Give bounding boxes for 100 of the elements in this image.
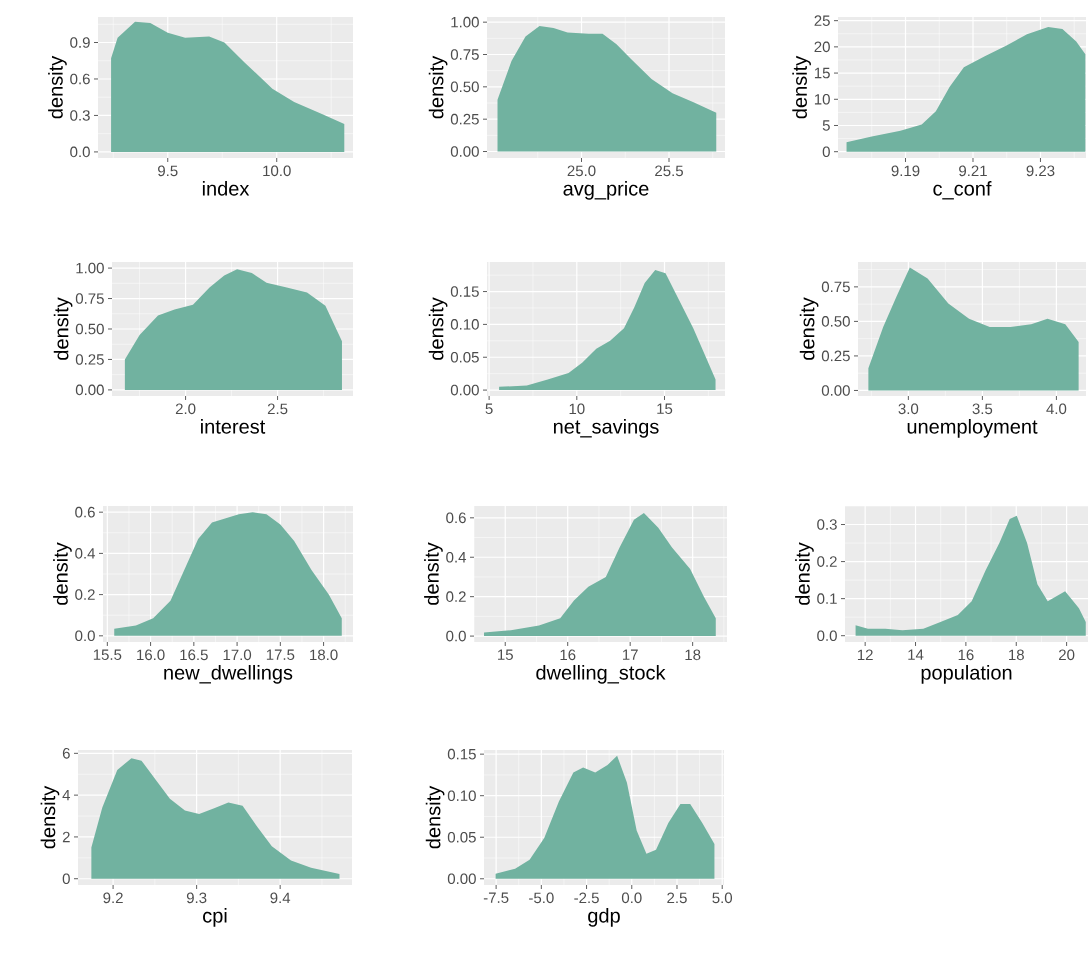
y-axis-title: density	[799, 297, 819, 360]
x-tick-label: 18	[1009, 649, 1024, 661]
x-tick-label: 9.21	[959, 165, 987, 177]
x-tick-label: 17.5	[266, 649, 295, 660]
x-tick-label: 5.0	[712, 892, 733, 904]
x-tick-label: 16.0	[137, 649, 165, 661]
x-tick-label: -7.5	[483, 892, 509, 903]
x-tick-label: 12	[857, 649, 873, 660]
x-axis-title: c_conf	[933, 181, 992, 200]
y-axis-title: density	[424, 542, 443, 605]
x-tick-label: -5.0	[529, 892, 554, 904]
x-tick-label: -2.5	[574, 892, 599, 904]
x-tick-label: 14	[908, 649, 924, 660]
y-tick-label: 0.6	[75, 506, 95, 518]
y-tick-label: 0.75	[450, 49, 479, 60]
x-axis-title: index	[202, 181, 250, 196]
x-tick-label: 5	[485, 403, 493, 414]
x-tick-label: 4.0	[1046, 403, 1067, 415]
y-tick-label: 5	[822, 120, 830, 131]
x-tick-label: 18.0	[310, 649, 338, 661]
x-tick-label: 9.5	[158, 165, 178, 177]
y-tick-label: 0.00	[447, 873, 476, 885]
x-tick-label: 2.5	[667, 892, 687, 904]
y-axis-title: density	[428, 55, 448, 119]
y-tick-label: 0.0	[75, 630, 95, 642]
y-tick-label: 1.00	[451, 16, 479, 28]
y-tick-label: 0.00	[450, 384, 479, 396]
y-tick-label: 0.0	[70, 146, 90, 158]
x-tick-label: 25.5	[655, 165, 683, 177]
y-tick-label: 0.50	[75, 323, 104, 335]
y-tick-label: 0.4	[75, 548, 96, 559]
y-tick-label: 0.6	[446, 512, 466, 524]
y-tick-label: 0.00	[75, 384, 104, 396]
y-tick-label: 0.75	[75, 293, 104, 304]
y-tick-label: 0.50	[450, 81, 479, 93]
y-tick-label: 4	[62, 789, 71, 801]
y-tick-label: 20	[814, 41, 830, 53]
y-axis-title: density	[40, 785, 60, 849]
y-axis-title: density	[48, 55, 67, 119]
y-tick-label: 0.25	[450, 113, 479, 125]
y-tick-label: 0.05	[450, 351, 479, 363]
x-tick-label: 9.2	[103, 892, 123, 904]
x-tick-label: 9.23	[1026, 165, 1055, 177]
x-tick-label: 16	[958, 649, 974, 661]
x-tick-label: 9.4	[270, 892, 291, 904]
y-tick-label: 0.15	[450, 286, 479, 297]
x-tick-label: 16.5	[180, 649, 208, 661]
y-tick-label: 0.9	[70, 37, 90, 48]
x-axis-title: dwelling_stock	[536, 665, 666, 684]
x-tick-label: 17	[622, 649, 638, 660]
x-axis-title: new_dwellings	[164, 665, 293, 684]
y-tick-label: 10	[814, 93, 830, 105]
y-tick-label: 0.2	[446, 591, 466, 602]
x-tick-label: 3.0	[898, 403, 919, 415]
y-tick-label: 0.25	[821, 350, 850, 362]
x-tick-label: 9.19	[891, 165, 920, 177]
y-tick-label: 0	[62, 873, 70, 885]
x-axis-title: population	[921, 665, 1012, 684]
y-axis-title: density	[795, 542, 814, 605]
y-tick-label: 0.00	[450, 146, 479, 157]
x-tick-label: 15.5	[93, 649, 122, 660]
x-axis-title: cpi	[203, 908, 227, 927]
x-tick-label: 20	[1059, 649, 1075, 661]
x-tick-label: 2.5	[267, 403, 288, 415]
x-tick-label: 25.0	[567, 165, 596, 177]
x-tick-label: 16	[560, 649, 576, 661]
y-axis-title: density	[53, 297, 73, 360]
x-axis-title: gdp	[588, 908, 620, 927]
x-axis-title: avg_price	[563, 181, 649, 200]
x-tick-label: 10	[569, 403, 585, 415]
x-tick-label: 15	[498, 649, 513, 660]
y-tick-label: 0.3	[817, 519, 837, 530]
y-axis-title: density	[425, 785, 445, 849]
y-axis-title: density	[53, 542, 72, 605]
x-axis-title: interest	[201, 419, 266, 434]
y-axis-title: density	[792, 55, 811, 119]
y-tick-label: 0.10	[447, 790, 476, 801]
y-tick-label: 0.3	[70, 110, 90, 121]
y-tick-label: 15	[814, 67, 830, 79]
y-tick-label: 1.00	[76, 262, 104, 274]
x-axis-title: unemployment	[907, 419, 1038, 438]
y-tick-label: 0.2	[817, 556, 837, 567]
y-tick-label: 0.6	[70, 73, 90, 85]
y-tick-label: 0.10	[450, 319, 479, 330]
x-tick-label: 10.0	[263, 165, 291, 177]
y-tick-label: 0.25	[75, 354, 104, 365]
x-tick-label: 9.3	[186, 892, 207, 904]
x-tick-label: 17.0	[223, 649, 252, 661]
y-tick-label: 0	[822, 146, 830, 157]
y-tick-label: 0.1	[817, 593, 837, 604]
y-tick-label: 2	[62, 831, 70, 843]
y-tick-label: 0.2	[75, 589, 95, 600]
y-tick-label: 0.15	[447, 748, 476, 760]
y-axis-title: density	[428, 297, 448, 360]
y-tick-label: 0.0	[446, 630, 466, 642]
x-tick-label: 15	[657, 403, 673, 414]
y-tick-label: 0.05	[447, 831, 476, 843]
y-tick-label: 0.4	[446, 551, 467, 563]
y-tick-label: 0.75	[821, 281, 850, 293]
y-tick-label: 6	[62, 748, 70, 759]
